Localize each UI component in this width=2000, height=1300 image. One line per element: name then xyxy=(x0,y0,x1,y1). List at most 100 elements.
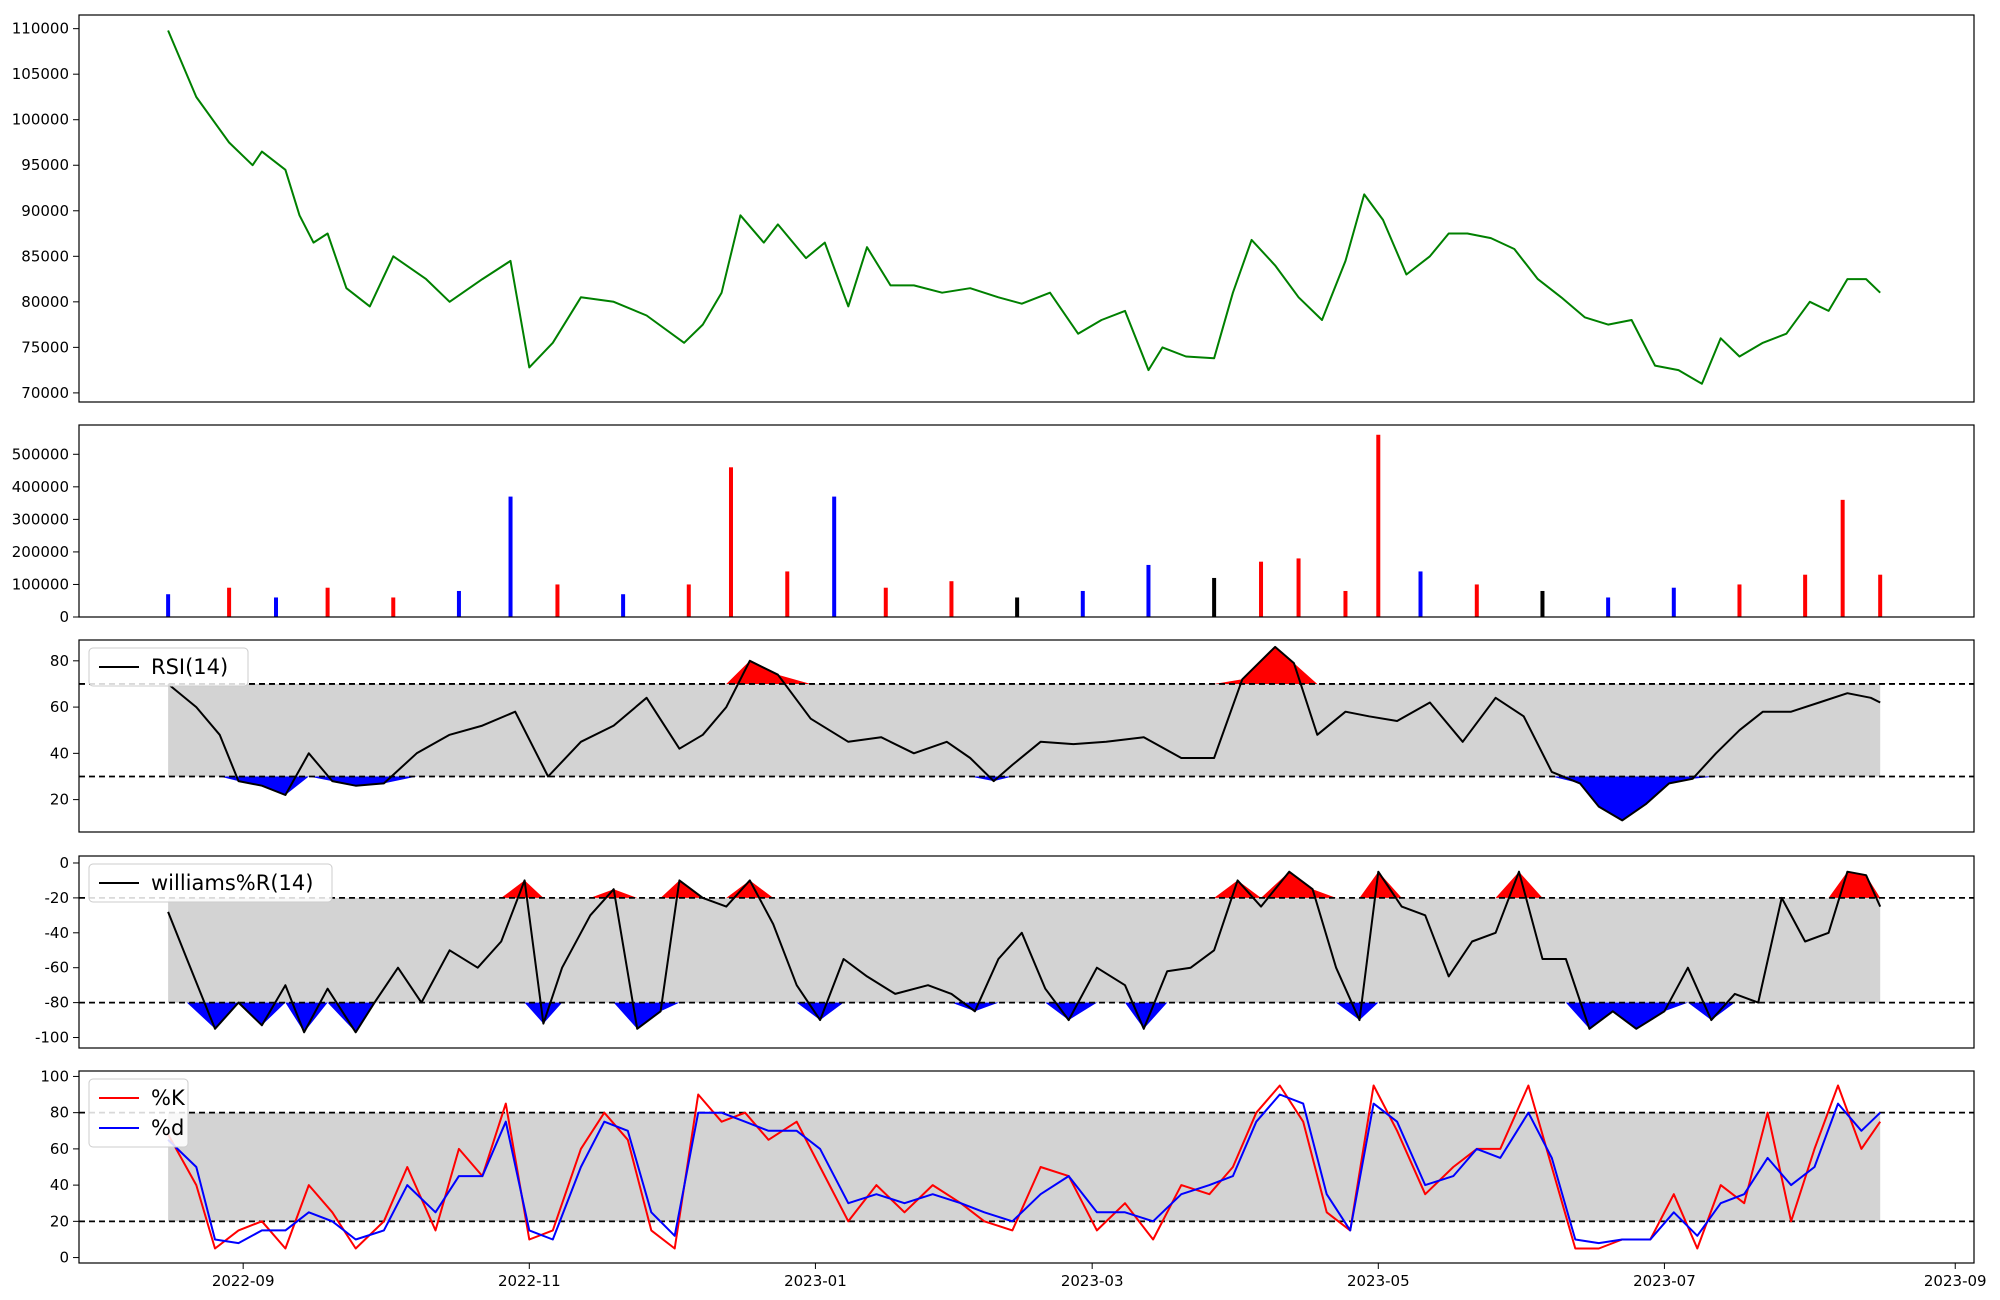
y-tick-label: 100 xyxy=(40,1067,69,1085)
legend-box xyxy=(88,1078,189,1148)
y-tick-label: 100000 xyxy=(12,111,69,129)
williams-frame xyxy=(78,855,1975,1049)
rsi-overbought-fill xyxy=(168,646,1881,684)
y-tick-label: -40 xyxy=(45,924,70,942)
y-tick-label: 100000 xyxy=(12,575,69,593)
volume-bar xyxy=(1671,587,1676,617)
volume-bar xyxy=(391,597,396,617)
legend-box xyxy=(88,647,249,687)
volume-bar xyxy=(1418,571,1423,617)
price-panel: 70000 75000 80000 85000 90000 95000 100000 1050… xyxy=(12,14,1975,403)
y-tick-label: 200000 xyxy=(12,543,69,561)
stochastic-series-line xyxy=(167,1084,1882,1250)
price-frame xyxy=(78,14,1975,403)
x-tick-label: 2023-05 xyxy=(1347,1272,1410,1290)
volume-panel: 0 100000 200000 300000 400000 500000 xyxy=(12,424,1975,626)
y-tick-label: 40 xyxy=(50,1176,69,1194)
x-tick-label: 2023-03 xyxy=(1061,1272,1124,1290)
x-axis: 2022-09 2022-11 2023-01 2023-03 2023-05 2023-… xyxy=(212,1263,1987,1290)
williams-oversold-fill xyxy=(168,1002,1881,1033)
stochastic-panel: 0 20 40 60 80 100 %K %d xyxy=(40,1067,1975,1267)
rsi-oversold-fill xyxy=(168,776,1881,821)
volume-bar xyxy=(686,584,691,617)
volume-bar xyxy=(1474,584,1479,617)
volume-bar xyxy=(1606,597,1611,617)
volume-bar xyxy=(1015,597,1020,617)
rsi-band xyxy=(168,683,1881,777)
y-tick-label: 60 xyxy=(50,1140,69,1158)
volume-bar xyxy=(166,594,171,617)
volume-bar xyxy=(832,496,837,617)
volume-bar xyxy=(1540,590,1545,617)
y-tick-label: 70000 xyxy=(21,384,69,402)
williams-overbought-fill xyxy=(168,871,1881,898)
legend-label: %K xyxy=(151,1086,186,1110)
volume-bar xyxy=(456,590,461,617)
volume-bar xyxy=(883,587,888,617)
volume-bar xyxy=(1878,574,1883,617)
volume-frame xyxy=(78,424,1975,618)
y-tick-label: -80 xyxy=(45,994,70,1012)
y-tick-label: -60 xyxy=(45,959,70,977)
legend-label: %d xyxy=(151,1116,184,1140)
volume-bar xyxy=(1146,564,1151,617)
rsi-panel: 20 40 60 80 RSI(14) xyxy=(50,639,1975,833)
williams-legend: williams%R(14) xyxy=(88,863,333,903)
volume-bar xyxy=(1803,574,1808,617)
volume-bar xyxy=(949,581,954,617)
volume-bar xyxy=(728,467,733,617)
x-tick-label: 2023-01 xyxy=(784,1272,847,1290)
volume-bar xyxy=(1376,434,1381,617)
y-tick-label: 20 xyxy=(50,791,69,809)
volume-bar xyxy=(1737,584,1742,617)
y-tick-label: 80 xyxy=(50,1104,69,1122)
legend-label: RSI(14) xyxy=(151,655,228,679)
y-tick-label: 0 xyxy=(59,1249,69,1267)
x-tick-label: 2023-07 xyxy=(1633,1272,1696,1290)
y-tick-label: 110000 xyxy=(12,20,69,38)
volume-bar xyxy=(274,597,279,617)
legend-box xyxy=(88,863,333,903)
volume-bar xyxy=(1259,561,1264,617)
y-tick-label: 20 xyxy=(50,1212,69,1230)
williams-panel: -100 -80 -60 -40 -20 0 williams%R(14) xyxy=(35,854,1975,1049)
y-tick-label: 105000 xyxy=(12,65,69,83)
volume-bar xyxy=(1343,590,1348,617)
volume-bar xyxy=(1080,590,1085,617)
y-tick-label: 80000 xyxy=(21,293,69,311)
volume-bar xyxy=(508,496,513,617)
y-tick-label: 0 xyxy=(59,854,69,872)
y-tick-label: 80 xyxy=(50,652,69,670)
y-tick-label: 40 xyxy=(50,744,69,762)
volume-bar xyxy=(555,584,560,617)
volume-bar xyxy=(621,594,626,617)
stochastic-series-line xyxy=(167,1093,1881,1245)
stochastic-frame xyxy=(78,1070,1975,1264)
y-tick-label: 95000 xyxy=(21,156,69,174)
williams-series-line xyxy=(167,870,1882,1034)
x-tick-label: 2023-09 xyxy=(1924,1272,1987,1290)
y-tick-label: 400000 xyxy=(12,478,69,496)
y-tick-label: -20 xyxy=(45,889,70,907)
williams-band xyxy=(168,897,1881,1003)
y-tick-label: 85000 xyxy=(21,247,69,265)
volume-bar xyxy=(785,571,790,617)
x-tick-label: 2022-09 xyxy=(212,1272,275,1290)
volume-bar xyxy=(1840,499,1845,617)
y-tick-label: 300000 xyxy=(12,510,69,528)
y-tick-label: -100 xyxy=(35,1029,69,1047)
stochastic-legend: %K %d xyxy=(88,1078,189,1148)
legend-label: williams%R(14) xyxy=(151,871,313,895)
volume-bar xyxy=(325,587,330,617)
rsi-frame xyxy=(78,639,1975,833)
volume-bar xyxy=(1212,577,1217,617)
y-tick-label: 75000 xyxy=(21,338,69,356)
rsi-legend: RSI(14) xyxy=(88,647,249,687)
y-tick-label: 0 xyxy=(59,608,69,626)
volume-bar xyxy=(1296,558,1301,617)
y-tick-label: 60 xyxy=(50,698,69,716)
rsi-series-line xyxy=(167,645,1881,822)
y-tick-label: 500000 xyxy=(12,445,69,463)
y-tick-label: 90000 xyxy=(21,202,69,220)
